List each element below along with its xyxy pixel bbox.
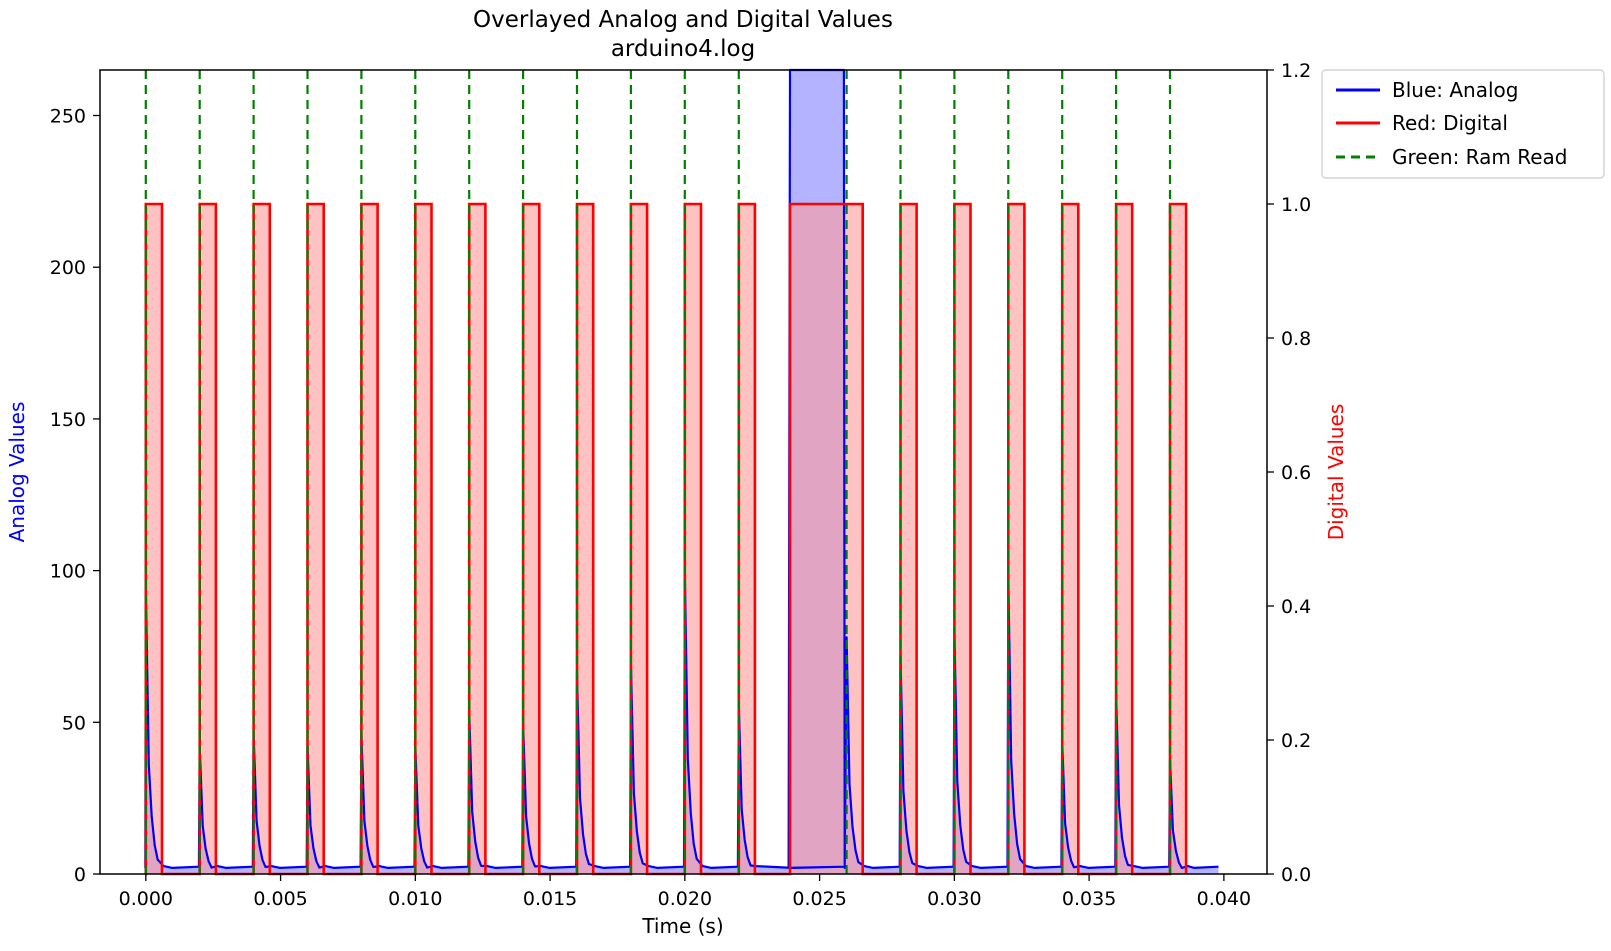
digital-pulse-fill: [415, 204, 432, 874]
digital-pulse-fill: [684, 204, 701, 874]
y-right-tick-label: 0.4: [1281, 596, 1311, 618]
digital-pulse-fill: [1170, 204, 1187, 874]
x-tick-label: 0.000: [119, 888, 173, 910]
x-tick-label: 0.015: [523, 888, 577, 910]
y-left-tick-label: 250: [50, 106, 86, 128]
y-axis-right: 0.0 0.2 0.4 0.6 0.8 1.0 1.2: [1267, 60, 1311, 886]
legend: Blue: Analog Red: Digital Green: Ram Rea…: [1321, 69, 1605, 179]
y-left-tick-label: 50: [62, 712, 86, 734]
digital-pulse-fill: [1008, 204, 1025, 874]
y-left-tick-label: 150: [50, 409, 86, 431]
legend-label-analog: Blue: Analog: [1392, 78, 1518, 102]
digital-pulse-fill: [738, 204, 755, 874]
digital-pulse-fill: [1062, 204, 1079, 874]
y-axis-left: 0 50 100 150 200 250: [50, 106, 100, 886]
digital-pulse-fill: [307, 204, 324, 874]
digital-pulse-fill: [145, 204, 162, 874]
legend-label-digital: Red: Digital: [1392, 111, 1508, 135]
digital-pulse-fill: [199, 204, 216, 874]
legend-label-ram-read: Green: Ram Read: [1392, 145, 1567, 169]
y-left-tick-label: 200: [50, 257, 86, 279]
x-tick-label: 0.025: [792, 888, 846, 910]
analog-line: [144, 68, 1219, 870]
digital-pulse-fill: [630, 204, 648, 874]
digital-pulse-fill: [954, 204, 971, 874]
x-tick-label: 0.035: [1062, 888, 1116, 910]
digital-pulse-fill: [1116, 204, 1133, 874]
y-right-tick-label: 0.8: [1281, 328, 1311, 350]
digital-pulse-fill: [900, 204, 917, 874]
legend-box: [1321, 69, 1605, 179]
x-tick-label: 0.030: [927, 888, 981, 910]
y-axis-left-label: Analog Values: [5, 402, 29, 543]
y-right-tick-label: 0.6: [1281, 462, 1311, 484]
y-right-tick-label: 1.0: [1281, 194, 1311, 216]
digital-pulse-fill: [253, 204, 270, 874]
y-axis-right-label: Digital Values: [1324, 404, 1348, 541]
x-tick-label: 0.010: [388, 888, 442, 910]
digital-line: [144, 202, 1188, 876]
digital-pulse-fill: [790, 204, 863, 874]
chart-title: Overlayed Analog and Digital Values: [473, 7, 893, 33]
y-right-tick-label: 0.2: [1281, 730, 1311, 752]
y-left-tick-label: 0: [74, 864, 86, 886]
x-tick-label: 0.005: [253, 888, 307, 910]
x-axis-label: Time (s): [641, 914, 723, 938]
x-axis: 0.000 0.005 0.010 0.015 0.020 0.025 0.030 0.035…: [119, 874, 1251, 910]
x-tick-label: 0.040: [1197, 888, 1251, 910]
y-left-tick-label: 100: [50, 561, 86, 583]
plot-area: [144, 68, 1219, 876]
digital-pulse-fill: [577, 204, 594, 874]
x-tick-label: 0.020: [658, 888, 712, 910]
digital-pulse-fill: [523, 204, 540, 874]
y-right-tick-label: 0.0: [1281, 864, 1311, 886]
chart-subtitle: arduino4.log: [611, 36, 755, 62]
digital-pulse-fill: [469, 204, 486, 874]
y-right-tick-label: 1.2: [1281, 60, 1311, 82]
digital-pulse-fill: [361, 204, 378, 874]
